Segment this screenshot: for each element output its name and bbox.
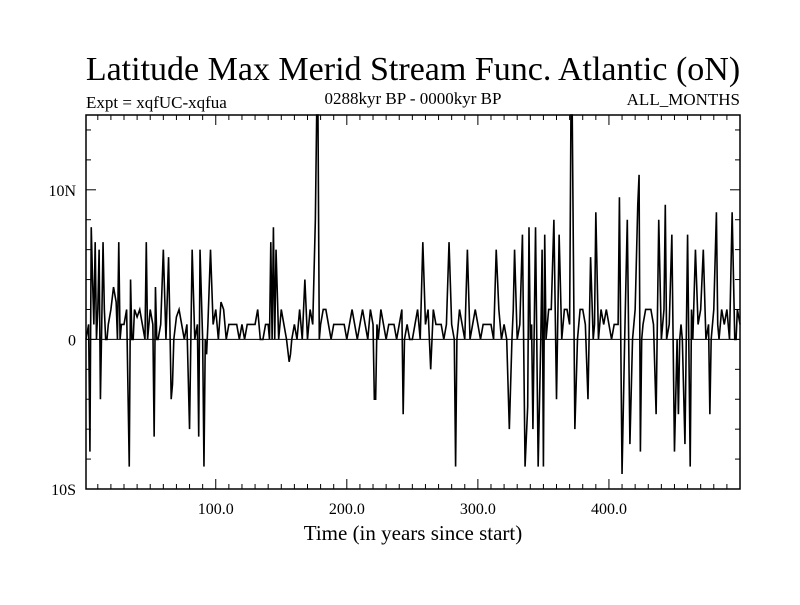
x-tick-label: 300.0	[460, 501, 496, 518]
plot-area	[85, 114, 741, 475]
x-axis-label: Time (in years since start)	[304, 521, 523, 545]
x-tick-label: 100.0	[198, 501, 234, 518]
y-tick-label: 10N	[48, 183, 76, 200]
chart-title: Latitude Max Merid Stream Func. Atlantic…	[86, 51, 740, 88]
series-line-1	[85, 114, 741, 475]
y-tick-label: 0	[68, 332, 76, 349]
experiment-label: Expt = xqfUC-xqfua	[86, 93, 227, 112]
months-label: ALL_MONTHS	[627, 90, 740, 109]
y-tick-label: 10S	[51, 482, 76, 499]
time-range-label: 0288kyr BP - 0000kyr BP	[325, 89, 502, 108]
x-tick-label: 400.0	[591, 501, 627, 518]
plot-frame	[85, 114, 741, 490]
axes: 100.0 200.0 300.0 400.0 10S 0 10N	[48, 115, 740, 518]
x-tick-label: 200.0	[329, 501, 365, 518]
